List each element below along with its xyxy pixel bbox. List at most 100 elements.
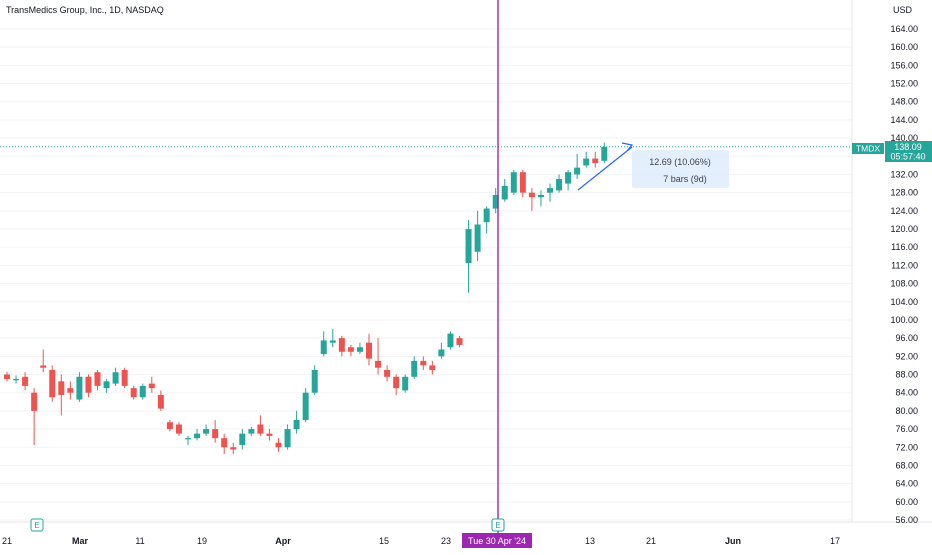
candle-body <box>311 369 318 393</box>
candle-body <box>556 179 563 191</box>
time-tick-label: Jun <box>725 536 741 546</box>
candle-body <box>230 447 237 450</box>
candle <box>58 374 65 416</box>
measure-bars-text: 7 bars (9d) <box>663 174 707 184</box>
candle-body <box>329 340 336 343</box>
measure-box[interactable] <box>632 150 729 188</box>
candle-body <box>76 376 83 400</box>
earnings-marker-label: E <box>34 521 39 530</box>
candle <box>384 365 391 382</box>
candle-body <box>474 224 481 252</box>
candle <box>393 374 400 395</box>
candle <box>329 329 336 348</box>
candle-body <box>157 394 164 409</box>
candle <box>302 388 309 423</box>
candle-body <box>302 392 309 420</box>
candle-body <box>393 376 400 389</box>
candle-body <box>212 429 219 439</box>
candle <box>175 422 182 436</box>
candle-body <box>49 369 56 398</box>
candle-body <box>565 172 572 184</box>
candle-body <box>257 424 264 434</box>
measure-line[interactable] <box>577 146 633 191</box>
candle-body <box>510 172 517 193</box>
time-tick-label: 15 <box>379 536 389 546</box>
candle-body <box>601 146 608 161</box>
crosshair-date-badge: Tue 30 Apr '24 <box>462 533 532 548</box>
candle <box>601 142 608 164</box>
candle <box>139 383 146 400</box>
price-badge[interactable]: TMDX 138.09 05:57:40 <box>852 141 932 162</box>
candle-body <box>366 342 372 359</box>
candle-body <box>166 422 173 430</box>
candle-body <box>338 338 345 352</box>
candle <box>49 365 56 402</box>
candle-body <box>248 429 255 434</box>
last-price-text: 138.09 <box>894 142 922 152</box>
candle <box>157 390 164 411</box>
price-tick-label: 116.00 <box>891 242 918 252</box>
candle <box>547 183 553 202</box>
measure-arrow-icon <box>621 142 634 152</box>
price-tick-label: 156.00 <box>890 60 918 70</box>
price-tick-label: 60.00 <box>895 497 918 507</box>
candle <box>13 375 20 384</box>
candle <box>565 169 572 191</box>
price-tick-label: 88.00 <box>895 370 918 380</box>
candle <box>248 426 255 436</box>
candle <box>583 151 590 168</box>
candle <box>537 190 544 207</box>
price-tick-label: 120.00 <box>890 224 918 234</box>
price-tick-label: 132.00 <box>890 169 918 179</box>
candle-body <box>411 360 418 377</box>
candle-body <box>465 229 472 264</box>
crosshair-date-text: Tue 30 Apr '24 <box>468 536 526 546</box>
candle-body <box>519 172 526 193</box>
measure-change-text: 12.69 (10.06%) <box>649 157 711 167</box>
candle <box>501 179 508 202</box>
earnings-marker-icon[interactable]: E <box>491 518 505 532</box>
candle-body <box>483 208 490 223</box>
time-tick-label: 23 <box>441 536 451 546</box>
candle <box>76 372 83 402</box>
candle <box>366 333 372 366</box>
time-tick-label: 19 <box>197 536 207 546</box>
candle <box>31 388 38 445</box>
candle-body <box>13 379 20 381</box>
countdown-text: 05:57:40 <box>890 152 925 162</box>
candle-body <box>221 438 228 448</box>
candle-body <box>375 360 382 368</box>
candle-body <box>402 376 409 391</box>
candle <box>375 338 382 375</box>
candle <box>474 210 481 261</box>
earnings-marker-icon[interactable]: E <box>30 518 44 532</box>
candle-body <box>4 374 10 380</box>
candle <box>456 335 463 348</box>
candle <box>356 342 363 355</box>
candle-body <box>356 347 363 352</box>
candle <box>483 206 490 234</box>
candle-body <box>58 381 65 395</box>
price-tick-label: 56.00 <box>895 515 918 525</box>
time-tick-label: 21 <box>646 536 656 546</box>
candle <box>492 188 499 214</box>
price-tick-label: 92.00 <box>895 351 918 361</box>
candle <box>257 415 264 436</box>
candle <box>22 372 29 391</box>
candle-body <box>121 369 128 386</box>
candle <box>402 374 409 393</box>
price-tick-label: 84.00 <box>895 388 918 398</box>
time-tick-label: Mar <box>72 536 89 546</box>
price-tick-label: 108.00 <box>890 279 918 289</box>
candle <box>194 429 201 441</box>
candle <box>420 356 427 370</box>
candle-body <box>85 376 92 393</box>
price-tick-label: 148.00 <box>890 97 918 107</box>
candle-body <box>139 385 146 398</box>
candle-body <box>320 340 327 355</box>
candle-body <box>429 365 436 370</box>
candle-body <box>103 381 110 389</box>
candle-body <box>537 194 544 198</box>
candle <box>239 429 246 450</box>
